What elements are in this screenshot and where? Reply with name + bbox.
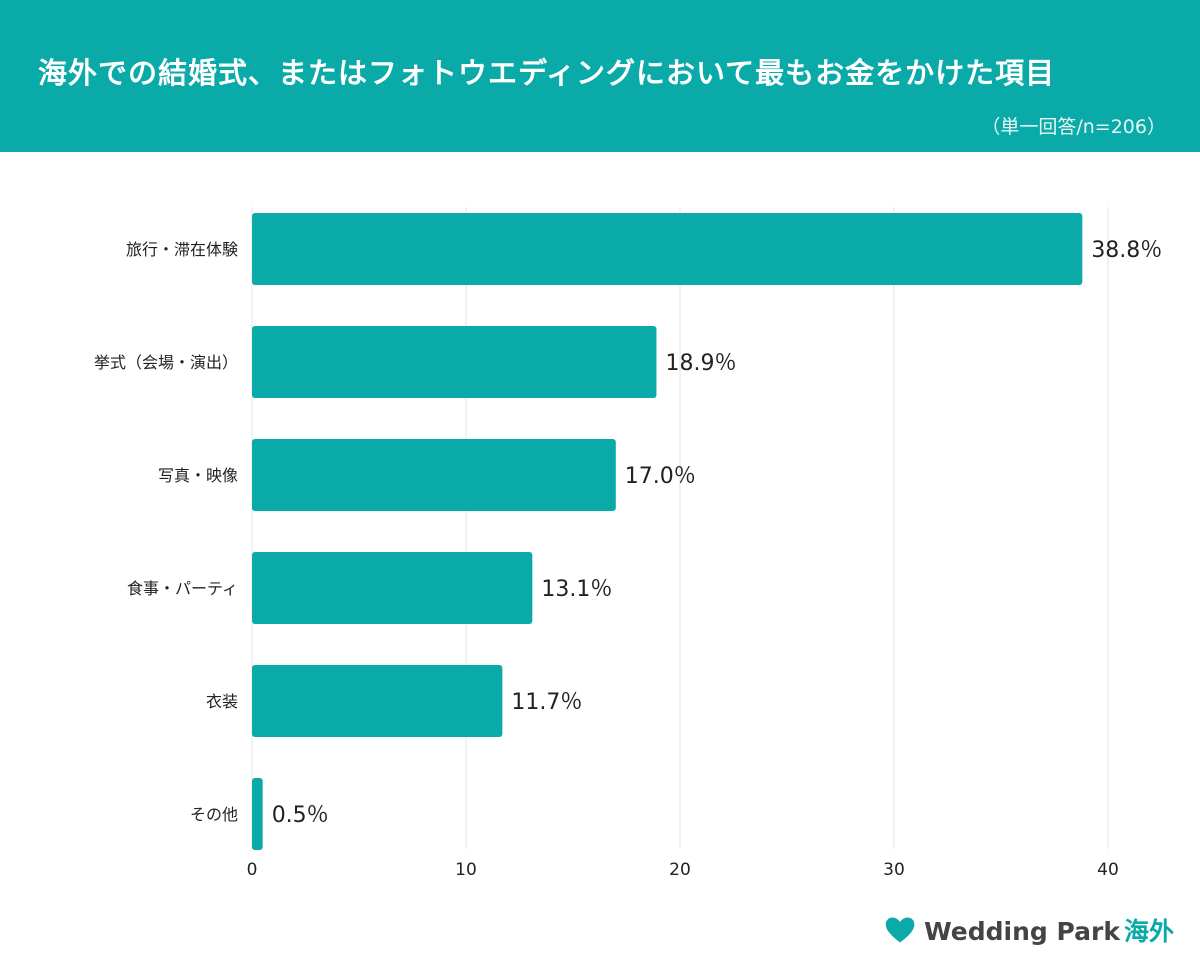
value-label: 38.8％ xyxy=(1091,238,1162,263)
brand-text: Wedding Park xyxy=(924,917,1120,946)
value-label: 11.7％ xyxy=(511,690,582,715)
bar-chart: 0 10 20 30 40 旅行・滞在体験 38.8％ 挙式（会場・演出） 18.9％ 写真・映像… xyxy=(94,207,1162,880)
value-label: 0.5％ xyxy=(272,803,329,828)
brand-name: Wedding Park 海外 xyxy=(924,912,1174,948)
heart-icon xyxy=(885,917,915,943)
chart-title: 海外での結婚式、またはフォトウエディングにおいて最もお金をかけた項目 xyxy=(38,56,1056,90)
bar xyxy=(252,326,657,398)
brand-logo: Wedding Park 海外 xyxy=(884,912,1174,948)
x-tick-label: 30 xyxy=(883,860,905,880)
brand-suffix: 海外 xyxy=(1123,917,1174,946)
chart-subtitle: （単一回答/n=206） xyxy=(981,116,1166,138)
value-label: 18.9％ xyxy=(665,351,736,376)
bar xyxy=(252,552,533,624)
category-label: 衣装 xyxy=(206,692,238,711)
bar xyxy=(252,665,503,737)
x-tick-label: 0 xyxy=(247,860,258,880)
bar xyxy=(252,439,616,511)
bar xyxy=(252,778,263,850)
x-tick-label: 20 xyxy=(669,860,691,880)
value-label: 13.1％ xyxy=(541,577,612,602)
bar xyxy=(252,213,1083,285)
value-label: 17.0％ xyxy=(625,464,696,489)
category-label: 食事・パーティ xyxy=(127,579,238,598)
category-label: 写真・映像 xyxy=(158,466,238,485)
header-banner: 海外での結婚式、またはフォトウエディングにおいて最もお金をかけた項目 （単一回答… xyxy=(0,0,1200,152)
x-tick-label: 40 xyxy=(1097,860,1119,880)
x-tick-label: 10 xyxy=(455,860,477,880)
category-label: 旅行・滞在体験 xyxy=(126,240,238,259)
category-label: その他 xyxy=(190,805,238,824)
category-label: 挙式（会場・演出） xyxy=(94,353,238,372)
